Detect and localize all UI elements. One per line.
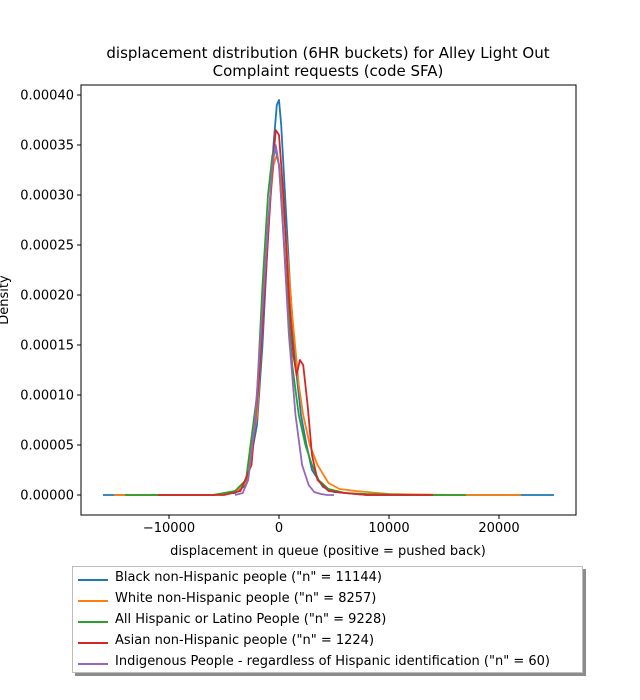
y-tick-label: 0.00035	[20, 139, 74, 154]
x-tick-label: 10000	[368, 521, 409, 536]
y-tick-label: 0.00030	[20, 189, 74, 204]
x-tick-label: 20000	[478, 521, 519, 536]
legend-label-white: White non-Hispanic people ("n" = 8257)	[115, 591, 377, 606]
plot-frame	[80, 84, 577, 516]
plot-series	[103, 99, 554, 496]
legend-label-asian: Asian non-Hispanic people ("n" = 1224)	[115, 633, 375, 648]
chart-title-line-1: displacement distribution (6HR buckets) …	[106, 44, 549, 62]
legend-swatch-black	[78, 579, 108, 581]
legend-swatch-white	[78, 600, 108, 602]
x-tick-label: 0	[275, 521, 283, 536]
x-axis: −10000 0 10000 20000	[143, 515, 520, 536]
y-tick-label: 0.00020	[20, 289, 74, 304]
y-tick-label: 0.00040	[20, 89, 74, 104]
legend-label-indigenous: Indigenous People - regardless of Hispan…	[115, 654, 550, 669]
x-tick-label: −10000	[143, 521, 195, 536]
legend-item-black: Black non-Hispanic people ("n" = 11144)	[73, 569, 582, 589]
y-tick-label: 0.00000	[20, 489, 74, 504]
x-axis-label: displacement in queue (positive = pushed…	[170, 544, 486, 559]
series-line-1	[114, 154, 521, 496]
legend-swatch-indigenous	[78, 663, 108, 665]
series-line-2	[125, 149, 466, 496]
series-line-0	[103, 99, 554, 496]
legend-swatch-hispanic	[78, 621, 108, 623]
chart-legend: Black non-Hispanic people ("n" = 11144) …	[72, 566, 583, 673]
y-tick-label: 0.00005	[20, 439, 74, 454]
chart-title-line-2: Complaint requests (code SFA)	[213, 62, 444, 80]
series-line-3	[158, 129, 433, 496]
legend-item-hispanic: All Hispanic or Latino People ("n" = 922…	[73, 611, 582, 631]
legend-item-indigenous: Indigenous People - regardless of Hispan…	[73, 653, 582, 673]
y-tick-label: 0.00015	[20, 339, 74, 354]
legend-label-black: Black non-Hispanic people ("n" = 11144)	[115, 570, 382, 585]
legend-item-white: White non-Hispanic people ("n" = 8257)	[73, 590, 582, 610]
legend-item-asian: Asian non-Hispanic people ("n" = 1224)	[73, 632, 582, 652]
series-line-4	[234, 144, 334, 496]
legend-swatch-asian	[78, 642, 108, 644]
y-tick-label: 0.00010	[20, 389, 74, 404]
y-tick-label: 0.00025	[20, 239, 74, 254]
legend-label-hispanic: All Hispanic or Latino People ("n" = 922…	[115, 612, 387, 627]
y-axis: 0.00000 0.00005 0.00010 0.00015 0.00020 0.000…	[20, 89, 81, 504]
y-axis-label: Density	[0, 275, 12, 325]
